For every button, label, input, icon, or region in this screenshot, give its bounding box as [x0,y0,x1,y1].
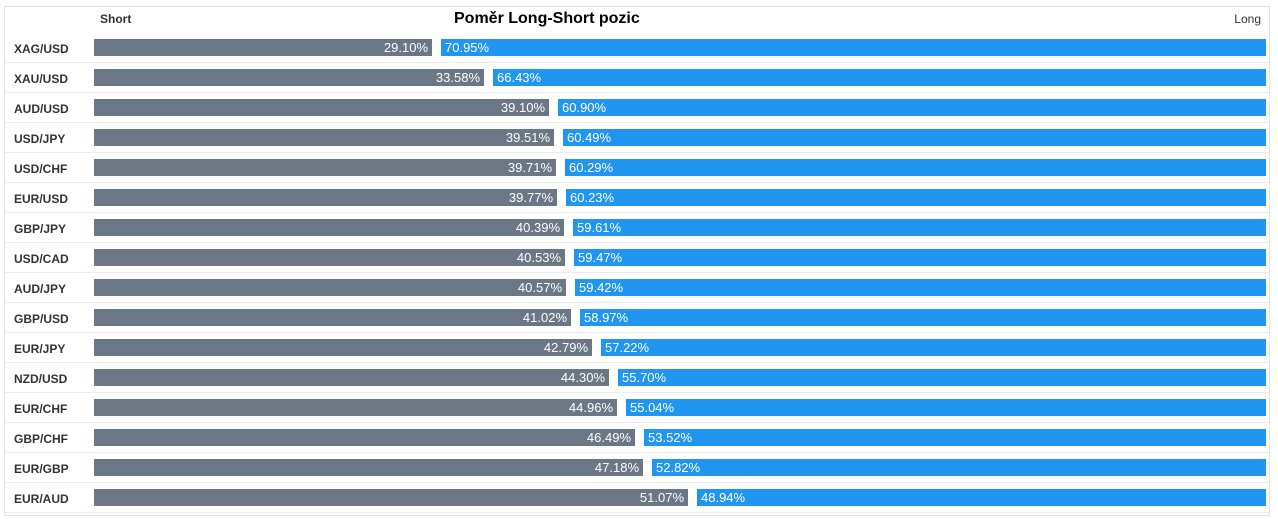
chart-row: EUR/CHF 44.96% 55.04% [0,393,1278,423]
pair-label: USD/CHF [14,162,68,176]
chart-row: GBP/USD 41.02% 58.97% [0,303,1278,333]
chart-row: USD/CHF 39.71% 60.29% [0,153,1278,183]
pair-label: XAU/USD [14,72,69,86]
short-bar: 41.02% [94,309,571,326]
chart-row: NZD/USD 44.30% 55.70% [0,363,1278,393]
row-divider [5,242,1270,243]
row-divider [5,122,1270,123]
long-bar: 57.22% [601,339,1266,356]
short-bar: 33.58% [94,69,484,86]
short-header: Short [100,12,132,26]
long-bar: 55.04% [626,399,1266,416]
chart-row: XAG/USD 29.10% 70.95% [0,33,1278,63]
long-bar: 55.70% [618,369,1266,386]
short-bar: 39.51% [94,129,554,146]
chart-row: USD/JPY 39.51% 60.49% [0,123,1278,153]
short-bar: 44.96% [94,399,617,416]
short-bar: 39.71% [94,159,556,176]
chart-row: EUR/JPY 42.79% 57.22% [0,333,1278,363]
row-divider [5,422,1270,423]
long-bar: 60.29% [565,159,1266,176]
long-bar: 59.42% [575,279,1266,296]
row-divider [5,152,1270,153]
row-divider [5,392,1270,393]
row-divider [5,302,1270,303]
short-bar: 46.49% [94,429,635,446]
long-bar: 59.47% [574,249,1266,266]
long-bar: 53.52% [644,429,1266,446]
chart-row: GBP/JPY 40.39% 59.61% [0,213,1278,243]
row-divider [5,212,1270,213]
row-divider [5,92,1270,93]
chart-title: Poměr Long-Short pozic [454,10,640,27]
long-bar: 58.97% [580,309,1266,326]
long-bar: 48.94% [697,489,1266,506]
chart-row: AUD/USD 39.10% 60.90% [0,93,1278,123]
long-bar: 60.23% [566,189,1266,206]
pair-label: EUR/AUD [14,492,69,506]
long-bar: 66.43% [493,69,1266,86]
pair-label: GBP/JPY [14,222,67,236]
row-divider [5,482,1270,483]
pair-label: USD/CAD [14,252,69,266]
chart-row: EUR/USD 39.77% 60.23% [0,183,1278,213]
short-bar: 39.10% [94,99,549,116]
row-divider [5,272,1270,273]
short-bar: 29.10% [94,39,432,56]
long-header: Long [1234,12,1261,26]
short-bar: 40.53% [94,249,565,266]
pair-label: USD/JPY [14,132,66,146]
long-bar: 60.49% [563,129,1266,146]
pair-label: EUR/USD [14,192,69,206]
row-divider [5,362,1270,363]
long-bar: 70.95% [441,39,1266,56]
row-divider [5,452,1270,453]
pair-label: GBP/USD [14,312,69,326]
chart-row: EUR/AUD 51.07% 48.94% [0,483,1278,513]
pair-label: EUR/JPY [14,342,66,356]
short-bar: 47.18% [94,459,643,476]
row-divider [5,182,1270,183]
chart-row: GBP/CHF 46.49% 53.52% [0,423,1278,453]
short-bar: 40.57% [94,279,566,296]
pair-label: GBP/CHF [14,432,68,446]
short-bar: 39.77% [94,189,557,206]
row-divider [5,62,1270,63]
pair-label: XAG/USD [14,42,69,56]
short-bar: 40.39% [94,219,564,236]
chart-row: USD/CAD 40.53% 59.47% [0,243,1278,273]
chart-rows: XAG/USD 29.10% 70.95% XAU/USD 33.58% 66.43% AU… [0,33,1278,513]
pair-label: AUD/JPY [14,282,67,296]
pair-label: EUR/GBP [14,462,69,476]
short-bar: 42.79% [94,339,592,356]
chart-row: XAU/USD 33.58% 66.43% [0,63,1278,93]
pair-label: EUR/CHF [14,402,68,416]
long-bar: 60.90% [558,99,1266,116]
chart-row: EUR/GBP 47.18% 52.82% [0,453,1278,483]
row-divider [5,332,1270,333]
short-bar: 51.07% [94,489,688,506]
short-bar: 44.30% [94,369,609,386]
pair-label: NZD/USD [14,372,68,386]
long-bar: 52.82% [652,459,1266,476]
chart-frame [4,6,1270,516]
pair-label: AUD/USD [14,102,69,116]
row-divider [5,512,1270,513]
long-bar: 59.61% [573,219,1266,236]
chart-row: AUD/JPY 40.57% 59.42% [0,273,1278,303]
